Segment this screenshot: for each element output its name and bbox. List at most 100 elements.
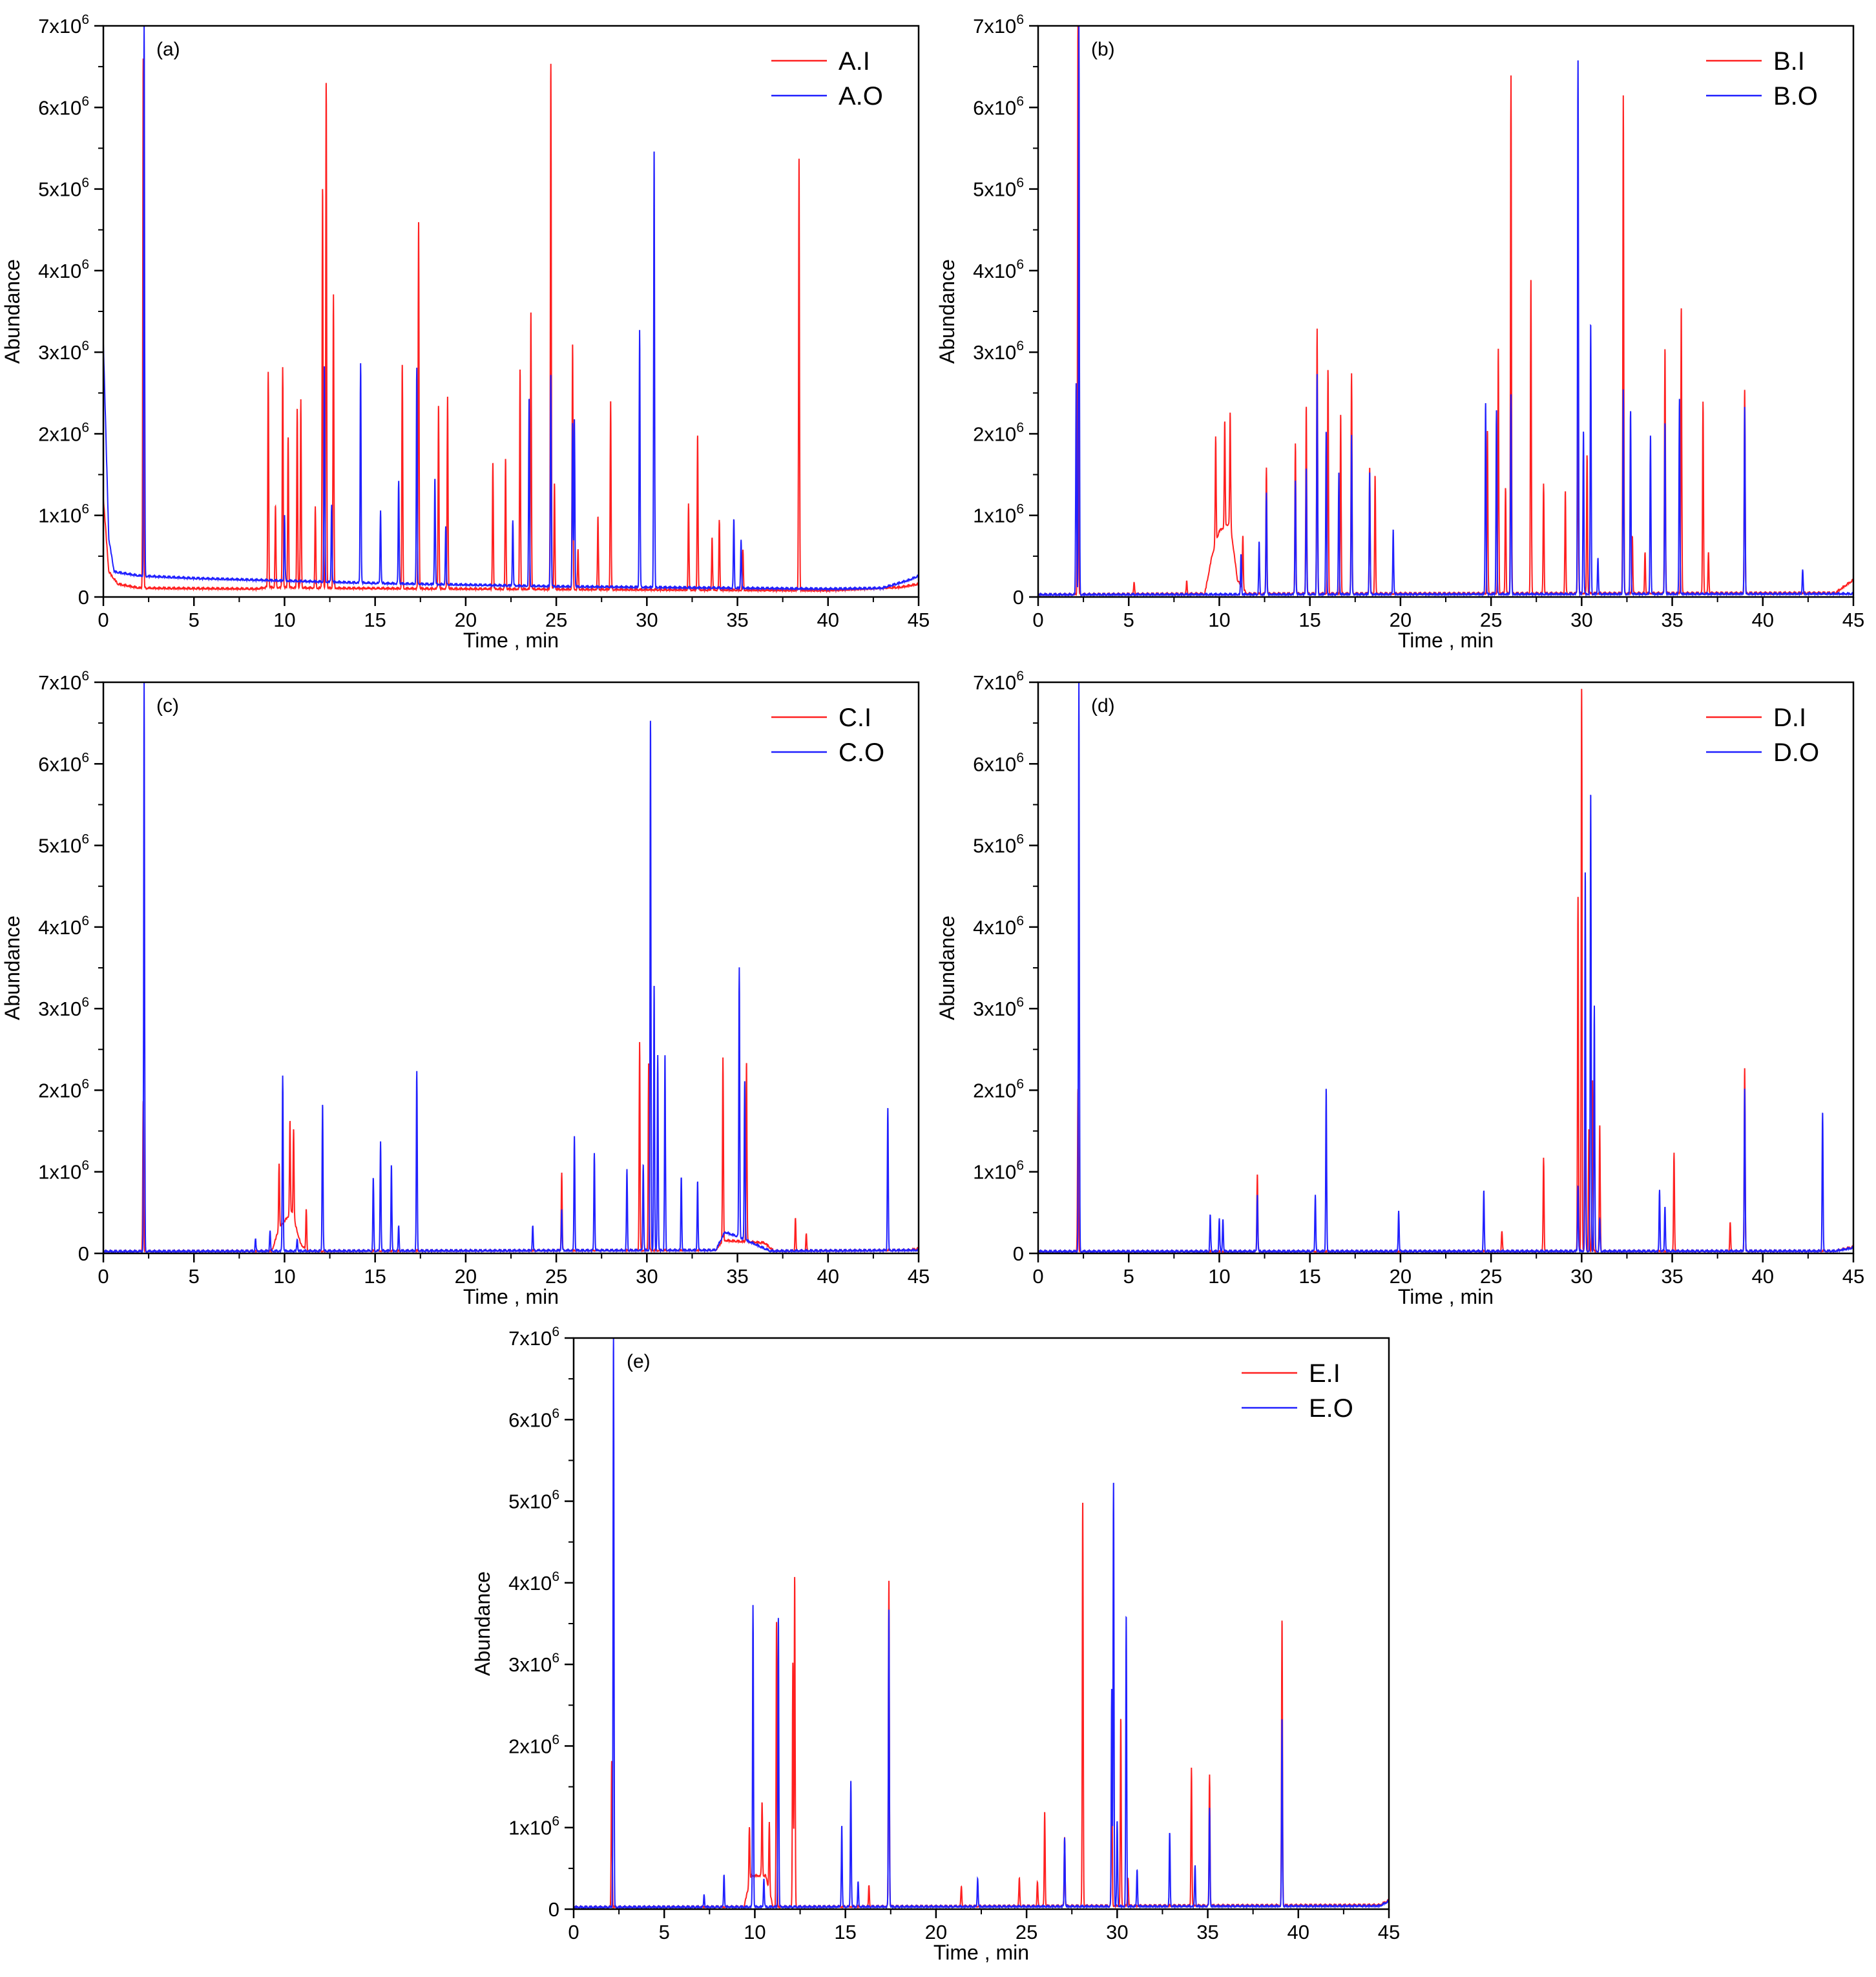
x-axis-title: Time , min [1398,1285,1494,1308]
panel-label: (e) [627,1351,651,1372]
y-tick-label: 1x106 [38,502,89,527]
y-tick-label: 0 [1013,586,1024,609]
series-line-c-i [103,1041,919,1253]
y-axis-title: Abundance [471,1571,494,1676]
x-tick-label: 5 [189,609,200,631]
plot-frame [102,25,920,598]
y-tick-label: 0 [78,586,89,609]
x-tick-label: 10 [273,609,295,631]
legend-label: C.O [839,738,884,767]
x-tick-label: 0 [98,1265,109,1288]
x-tick-label: 35 [1196,1921,1218,1943]
legend-label: D.I [1773,704,1806,732]
x-tick-label: 15 [1298,1265,1320,1288]
y-tick-label: 7x106 [973,12,1024,37]
y-tick-label: 6x106 [973,750,1024,775]
series-line-a-o [103,26,919,592]
series-line-a-i [103,58,919,594]
y-tick-label: 5x106 [38,176,89,201]
y-tick-label: 3x106 [38,339,89,364]
chart-panel-d: 0 5 10 15 20 25 30 35 40 45 0 1x106 2x106 3x106 4x106 5… [935,669,1864,1308]
legend-label: A.O [839,82,883,110]
panel-label: (a) [156,39,180,60]
y-tick-label: 4x106 [38,914,89,939]
y-tick-label: 5x106 [973,832,1024,857]
y-tick-label: 2x106 [38,420,89,445]
x-tick-label: 25 [1480,609,1502,631]
x-tick-label: 40 [817,609,839,631]
y-tick-label: 7x106 [38,12,89,37]
x-tick-label: 45 [908,1265,930,1288]
plot-frame [572,1337,1390,1910]
series-line-d-o [1038,682,1853,1253]
series-line-b-o [1038,26,1853,597]
x-tick-label: 5 [1123,1265,1134,1288]
x-tick-label: 45 [1842,609,1864,631]
y-axis-title: Abundance [1,259,24,364]
x-tick-label: 30 [1570,609,1592,631]
x-tick-label: 25 [1480,1265,1502,1288]
y-tick-label: 4x106 [973,914,1024,939]
y-tick-label: 0 [78,1242,89,1265]
y-axis-title: Abundance [1,915,24,1020]
x-tick-label: 10 [1208,1265,1230,1288]
x-tick-label: 40 [1287,1921,1309,1943]
y-tick-label: 4x106 [508,1569,559,1595]
y-tick-label: 1x106 [973,502,1024,527]
x-tick-label: 40 [817,1265,839,1288]
legend-label: E.I [1309,1359,1340,1388]
legend-label: D.O [1773,738,1819,767]
x-tick-label: 20 [1390,1265,1412,1288]
x-tick-label: 15 [364,609,386,631]
y-tick-label: 0 [548,1898,559,1921]
x-tick-label: 20 [925,1921,947,1943]
x-tick-label: 5 [189,1265,200,1288]
x-tick-label: 10 [1208,609,1230,631]
y-tick-label: 0 [1013,1242,1024,1265]
panel-label: (d) [1091,695,1115,717]
panel-label: (c) [156,695,179,717]
plot-frame [1037,681,1855,1255]
x-tick-label: 30 [1570,1265,1592,1288]
chart-panel-e: 0 5 10 15 20 25 30 35 40 45 0 1x106 2x106 3x106 4x106 5… [471,1324,1400,1964]
y-tick-label: 6x106 [38,94,89,119]
series-line-d-i [1038,689,1853,1253]
series-line-e-i [574,1502,1389,1909]
x-axis-title: Time , min [933,1941,1029,1964]
x-axis-title: Time , min [463,629,559,652]
x-tick-label: 0 [568,1921,579,1943]
y-tick-label: 7x106 [38,669,89,694]
x-tick-label: 20 [455,609,477,631]
y-axis-title: Abundance [935,259,959,364]
y-tick-label: 1x106 [508,1814,559,1839]
x-tick-label: 10 [744,1921,766,1943]
y-tick-label: 2x106 [508,1732,559,1757]
x-tick-label: 40 [1752,1265,1774,1288]
series-line-c-o [103,682,919,1253]
x-tick-label: 30 [636,609,658,631]
x-tick-label: 30 [636,1265,658,1288]
y-tick-label: 3x106 [508,1651,559,1676]
x-tick-label: 45 [1378,1921,1400,1943]
chart-panel-a: 0 5 10 15 20 25 30 35 40 45 0 1x106 2x106 3x106 4x106 5… [1,12,930,652]
plot-frame [102,681,920,1255]
y-tick-label: 6x106 [508,1406,559,1431]
x-tick-label: 25 [545,609,567,631]
x-tick-label: 30 [1106,1921,1128,1943]
y-tick-label: 5x106 [508,1488,559,1513]
y-tick-label: 5x106 [973,176,1024,201]
x-tick-label: 40 [1752,609,1774,631]
y-tick-label: 7x106 [508,1324,559,1350]
series-line-b-i [1038,26,1853,597]
x-tick-label: 5 [659,1921,670,1943]
y-axis-title: Abundance [935,915,959,1020]
y-tick-label: 5x106 [38,832,89,857]
x-tick-label: 0 [1032,1265,1043,1288]
legend-label: A.I [839,47,870,76]
x-tick-label: 15 [364,1265,386,1288]
y-tick-label: 1x106 [38,1158,89,1184]
y-tick-label: 1x106 [973,1158,1024,1184]
chart-panel-c: 0 5 10 15 20 25 30 35 40 45 0 1x106 2x106 3x106 4x106 5… [1,669,930,1308]
legend-label: B.O [1773,82,1818,110]
